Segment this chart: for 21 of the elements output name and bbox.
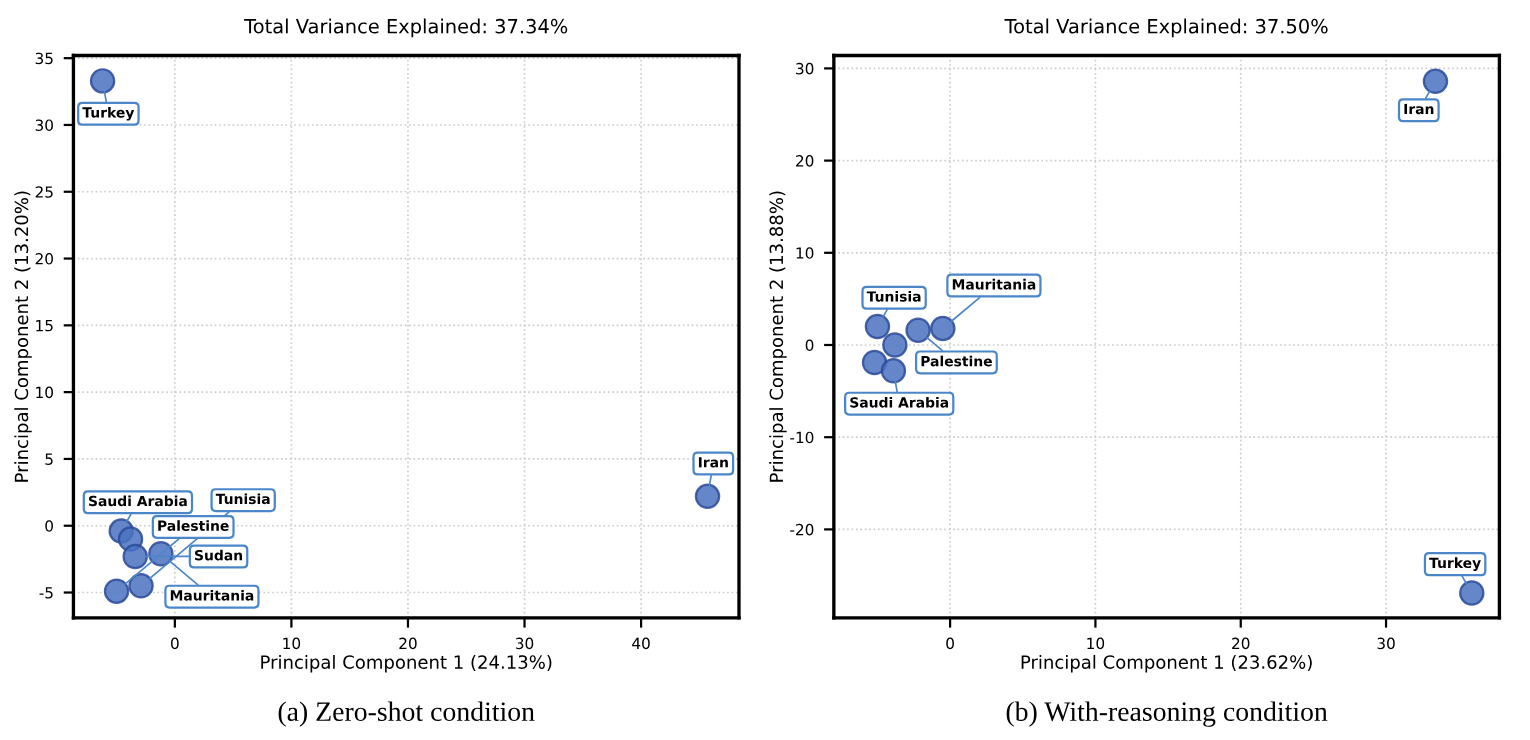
- point: [1459, 580, 1485, 606]
- point: [864, 313, 891, 340]
- point: [103, 578, 130, 604]
- x-axis-title: Principal Component 1 (23.62%): [1021, 654, 1312, 673]
- point: [880, 358, 907, 384]
- text: (a) Zero-shot condition: [278, 701, 535, 727]
- point: [89, 68, 116, 94]
- chart-title: Total Variance Explained: 37.34%: [244, 18, 568, 38]
- point: [128, 573, 154, 599]
- point: [882, 332, 908, 358]
- point: [694, 483, 721, 510]
- point: [1422, 68, 1449, 95]
- y-axis-title: Principal Component 2 (13.20%): [14, 191, 32, 482]
- point: [930, 315, 956, 342]
- chart-title: Total Variance Explained: 37.50%: [1004, 18, 1328, 38]
- point: [861, 349, 888, 376]
- point: [905, 317, 931, 343]
- x-axis-title: Principal Component 1 (24.13%): [261, 654, 552, 673]
- point: [122, 543, 148, 570]
- y-axis-title: Principal Component 2 (13.88%): [769, 191, 787, 482]
- text: (b) With-reasoning condition: [1006, 701, 1328, 727]
